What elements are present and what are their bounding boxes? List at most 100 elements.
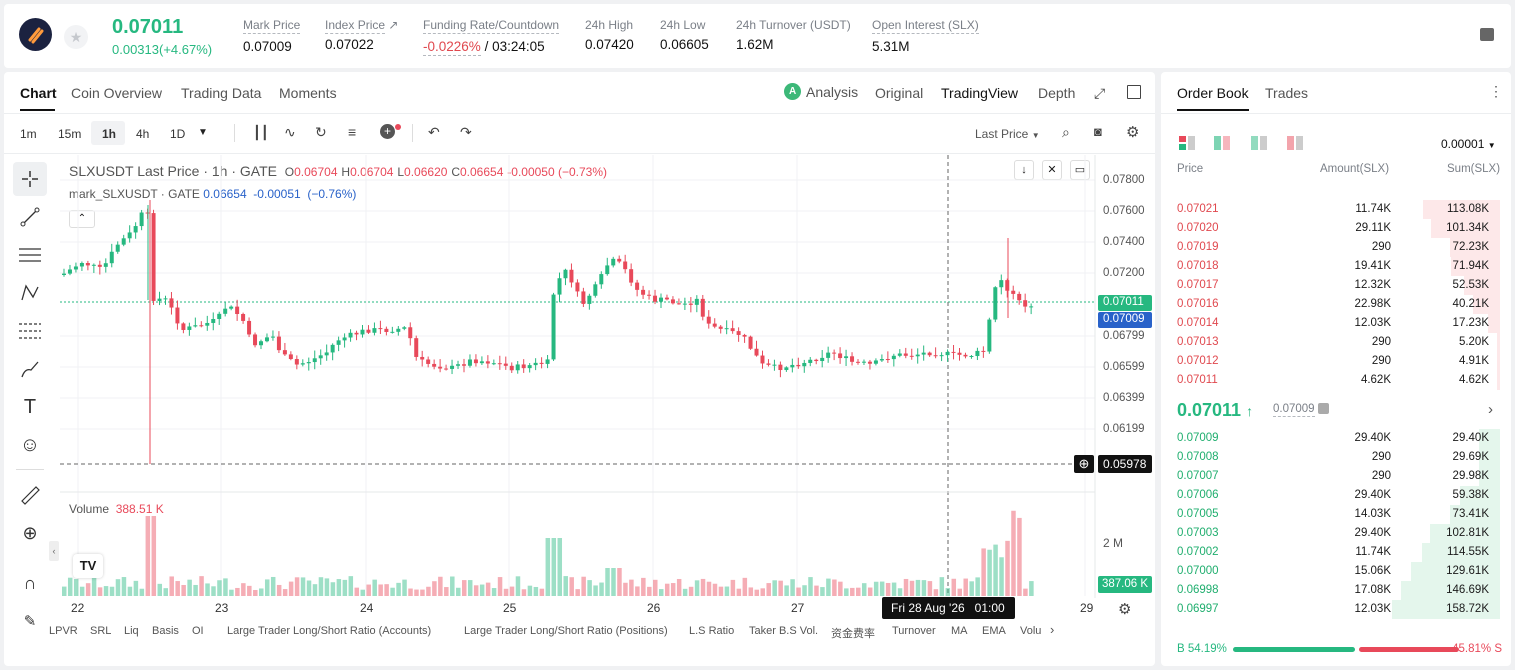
layout-bids-only-icon[interactable] — [1251, 136, 1267, 150]
view-tradingview[interactable]: TradingView — [941, 85, 1019, 101]
tab-trades[interactable]: Trades — [1265, 85, 1309, 101]
interval-1d[interactable]: 1D — [170, 127, 186, 141]
interval-1m[interactable]: 1m — [20, 127, 37, 141]
more-options-icon[interactable]: ⋮ — [1489, 83, 1503, 99]
tab-trading-data[interactable]: Trading Data — [181, 85, 262, 101]
ask-row[interactable]: 0.07017 12.32K 52.53K — [1163, 276, 1503, 295]
layout-both-icon[interactable] — [1179, 136, 1195, 150]
indicator-basis[interactable]: Basis — [152, 625, 179, 637]
ask-row[interactable]: 0.07020 29.11K 101.34K — [1163, 219, 1503, 238]
indicator-lpvr[interactable]: LPVR — [49, 625, 78, 637]
indicator-srl[interactable]: SRL — [90, 625, 112, 637]
indicator-funding-rate[interactable]: 资金费率 — [831, 628, 875, 640]
add-order-icon[interactable]: ⊕ — [1074, 455, 1094, 473]
indicator-ls-ratio[interactable]: L.S Ratio — [689, 625, 735, 637]
candle-body — [372, 328, 377, 333]
chevron-right-icon[interactable]: › — [1488, 401, 1493, 418]
ask-row[interactable]: 0.07013 290 5.20K — [1163, 333, 1503, 352]
indicator-turnover[interactable]: Turnover — [892, 625, 936, 637]
replay-icon[interactable]: ↻ — [315, 124, 327, 140]
layout-bids-icon[interactable] — [1214, 136, 1230, 150]
candle-type-icon[interactable]: ┃┃ — [253, 125, 269, 140]
pattern-tool-icon[interactable] — [13, 276, 47, 310]
ask-row[interactable]: 0.07021 11.74K 113.08K — [1163, 200, 1503, 219]
templates-icon[interactable]: ≡ — [348, 124, 357, 140]
emoji-tool-icon[interactable]: ☺ — [19, 433, 41, 456]
indicator-ma[interactable]: MA — [951, 625, 968, 637]
text-tool-icon[interactable]: T — [23, 395, 37, 418]
fullscreen-icon[interactable]: ⤢ — [1094, 85, 1106, 101]
layout-asks-only-icon[interactable] — [1287, 136, 1303, 150]
indicator-taker-vol[interactable]: Taker B.S Vol. — [749, 625, 819, 637]
indicator-ema[interactable]: EMA — [982, 625, 1006, 637]
settings-gear-icon[interactable]: ⚙ — [1126, 124, 1140, 141]
tab-coin-overview[interactable]: Coin Overview — [71, 85, 163, 101]
ask-row[interactable]: 0.07012 290 4.91K — [1163, 352, 1503, 371]
indicator-large-trader-accounts[interactable]: Large Trader Long/Short Ratio (Accounts) — [227, 625, 432, 637]
price-type-select[interactable]: Last Price ▼ — [975, 127, 1040, 141]
bid-row[interactable]: 0.07005 14.03K 73.41K — [1163, 505, 1503, 524]
add-alert-icon[interactable]: + — [380, 124, 395, 139]
camera-icon[interactable]: ◙ — [1094, 124, 1102, 139]
axis-settings-icon[interactable]: ⚙ — [1118, 601, 1132, 618]
analysis-button[interactable]: A Analysis — [784, 83, 858, 100]
zoom-in-icon[interactable]: ⊕ — [22, 522, 38, 543]
stat-funding[interactable]: Funding Rate/Countdown -0.0226% / 03:24:… — [423, 18, 560, 56]
interval-4h[interactable]: 4h — [136, 127, 150, 141]
trendline-tool-icon[interactable] — [13, 200, 47, 234]
redo-icon[interactable]: ↷ — [460, 124, 472, 140]
bid-row[interactable]: 0.07006 29.40K 59.38K — [1163, 486, 1503, 505]
indicator-large-trader-positions[interactable]: Large Trader Long/Short Ratio (Positions… — [464, 625, 668, 637]
collapse-pane-icon[interactable]: ✕ — [1042, 160, 1062, 180]
volume-bar — [981, 548, 986, 596]
ruler-tool-icon[interactable] — [13, 478, 47, 512]
precision-select[interactable]: 0.00001 ▼ — [1441, 137, 1496, 151]
horizontal-lines-tool-icon[interactable] — [13, 238, 47, 272]
stat-mark-price[interactable]: Mark Price 0.07009 — [243, 18, 301, 54]
stat-open-interest[interactable]: Open Interest (SLX) 5.31M — [872, 18, 979, 54]
indicators-icon[interactable]: ∿ — [284, 124, 296, 140]
search-icon[interactable]: ⌕ — [1062, 124, 1070, 140]
indicator-volume[interactable]: Volu — [1020, 625, 1042, 637]
brush-tool-icon[interactable] — [13, 352, 47, 386]
bid-row[interactable]: 0.06997 12.03K 158.72K — [1163, 600, 1503, 619]
tab-moments[interactable]: Moments — [279, 85, 337, 101]
magnet-icon[interactable]: ∩ — [23, 572, 37, 593]
orderbook-mark-price[interactable]: 0.07009 — [1273, 403, 1329, 417]
volume-bar — [259, 588, 264, 596]
ask-row[interactable]: 0.07011 4.62K 4.62K — [1163, 371, 1503, 390]
window-icon[interactable] — [1127, 85, 1141, 99]
view-original[interactable]: Original — [875, 85, 924, 101]
candlestick-chart[interactable] — [0, 0, 1160, 620]
tab-order-book[interactable]: Order Book — [1177, 85, 1249, 101]
bid-row[interactable]: 0.07008 290 29.69K — [1163, 448, 1503, 467]
bid-row[interactable]: 0.07009 29.40K 29.40K — [1163, 429, 1503, 448]
indicator-oi[interactable]: OI — [192, 625, 204, 637]
crosshair-tool-icon[interactable] — [13, 162, 47, 196]
ask-row[interactable]: 0.07019 290 72.23K — [1163, 238, 1503, 257]
book-icon[interactable] — [1480, 28, 1494, 41]
interval-dropdown-icon[interactable]: ▼ — [198, 127, 208, 138]
collapse-sidebar-icon[interactable]: ‹ — [49, 541, 59, 561]
stat-index-price[interactable]: Index Price ↗ 0.07022 — [325, 18, 399, 52]
view-depth[interactable]: Depth — [1038, 85, 1076, 101]
favorite-star-icon[interactable]: ★ — [64, 25, 88, 49]
tab-chart[interactable]: Chart — [20, 85, 57, 101]
pencil-lock-icon[interactable]: ✎ — [23, 613, 37, 630]
interval-15m[interactable]: 15m — [58, 127, 82, 141]
bid-row[interactable]: 0.07000 15.06K 129.61K — [1163, 562, 1503, 581]
bid-row[interactable]: 0.07007 290 29.98K — [1163, 467, 1503, 486]
indicator-scroll-right-icon[interactable]: › — [1050, 622, 1055, 637]
ask-row[interactable]: 0.07016 22.98K 40.21K — [1163, 295, 1503, 314]
bid-row[interactable]: 0.07003 29.40K 102.81K — [1163, 524, 1503, 543]
bid-row[interactable]: 0.06998 17.08K 146.69K — [1163, 581, 1503, 600]
undo-icon[interactable]: ↶ — [428, 124, 440, 140]
fib-tool-icon[interactable] — [13, 314, 47, 348]
ask-row[interactable]: 0.07014 12.03K 17.23K — [1163, 314, 1503, 333]
bid-row[interactable]: 0.07002 11.74K 114.55K — [1163, 543, 1503, 562]
candle-body — [820, 357, 825, 362]
indicator-liq[interactable]: Liq — [124, 625, 139, 637]
interval-1h[interactable] — [91, 121, 125, 145]
ask-row[interactable]: 0.07018 19.41K 71.94K — [1163, 257, 1503, 276]
volume-bar — [593, 585, 598, 596]
